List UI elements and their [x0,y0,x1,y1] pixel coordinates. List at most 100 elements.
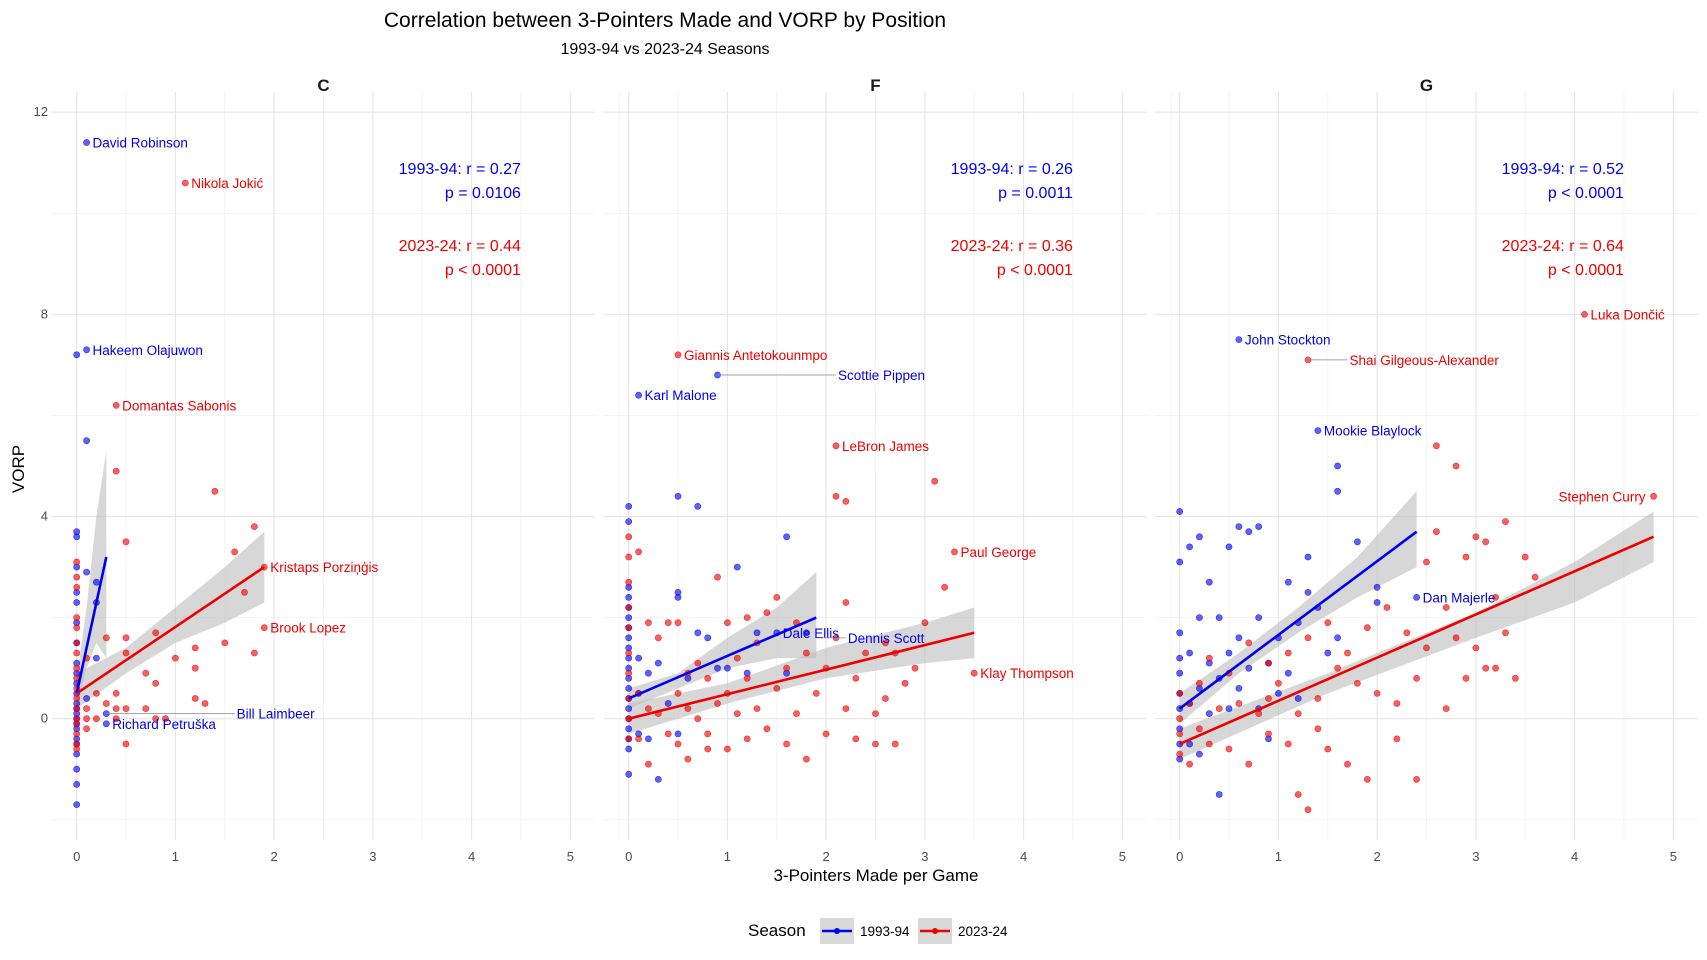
data-point [171,654,179,662]
data-point [1205,578,1213,586]
data-point [1512,674,1519,682]
data-point [1442,604,1450,611]
data-point [803,649,810,657]
data-point [970,669,978,677]
legend-key-point [834,928,840,934]
x-tick-label: 2 [271,849,278,864]
data-point [1265,659,1272,667]
data-point [1304,806,1312,814]
data-point [73,664,81,672]
data-point [664,700,672,707]
data-point [73,720,81,728]
panel-g: 0 1 2 3 4 5 G John Stockton Mookie Blaylock Dan M… [1155,76,1698,864]
data-point [1205,740,1213,748]
data-point [1215,791,1223,798]
data-point [1650,492,1657,500]
data-point [122,634,130,642]
data-point [250,649,258,657]
legend-key-point [932,928,938,934]
data-point [1502,518,1509,525]
data-point [73,558,81,566]
data-point [743,614,751,621]
data-point [852,674,860,682]
data-point [625,604,633,611]
correlation-r-text: 2023-24: r = 0.36 [951,238,1073,255]
y-axis-label: VORP [9,445,28,493]
data-point [714,573,721,581]
data-point [191,644,199,652]
data-point [122,740,130,748]
data-point [1205,710,1213,717]
data-point [674,730,682,738]
data-point [1581,310,1588,318]
data-point [882,695,889,702]
data-point [1196,614,1203,621]
data-point [704,745,712,753]
data-point [625,669,633,677]
data-point [684,705,692,712]
y-tick-label: 4 [41,509,48,524]
data-point [1373,690,1381,697]
data-point [763,609,771,616]
data-point [733,654,741,662]
data-point [882,639,889,647]
data-point [1294,695,1302,702]
data-point [1265,695,1272,702]
data-point [862,649,869,657]
data-point [1472,533,1480,541]
data-point [704,634,712,642]
data-point [1314,695,1322,702]
player-label: Giannis Antetokounmpo [684,348,827,363]
data-point [1225,705,1233,712]
data-point [1176,558,1184,566]
data-point [112,467,120,475]
player-label: Kristaps Porziņģis [270,560,378,575]
correlation-r-text: 1993-94: r = 0.26 [951,161,1073,178]
data-point [625,745,633,753]
data-point [724,745,731,753]
correlation-r-text: 1993-94: r = 0.52 [1502,161,1624,178]
data-point [93,578,100,586]
data-point [83,705,90,712]
data-point [1225,745,1233,753]
data-point [694,629,702,637]
player-label: Mookie Blaylock [1324,424,1422,439]
data-point [625,634,633,642]
data-point [1314,725,1322,733]
data-point [1354,679,1361,687]
data-point [1452,462,1460,470]
data-point [654,634,662,642]
data-point [1294,791,1302,798]
data-point [625,649,633,657]
data-point [152,629,160,637]
data-point [1245,664,1253,672]
data-point [1334,462,1341,470]
correlation-r-text: 2023-24: r = 0.44 [399,238,521,255]
data-point [73,639,81,647]
data-point [1186,760,1193,768]
data-point [1265,730,1272,738]
data-point [812,690,820,697]
legend-label: 2023-24 [958,924,1008,939]
data-point [1176,629,1184,637]
data-point [822,730,830,738]
data-point [832,492,840,500]
data-point [654,659,662,667]
player-label: Scottie Pippen [838,368,925,383]
data-point [1176,730,1184,738]
data-point [73,649,81,657]
x-tick-label: 5 [567,849,574,864]
data-point [73,730,81,738]
data-point [1176,508,1184,515]
data-point [181,179,189,187]
data-point [625,533,633,541]
correlation-p-text: p = 0.0011 [998,185,1073,202]
data-point [625,770,633,778]
data-point [122,538,130,546]
data-point [664,730,672,738]
x-tick-label: 1 [724,849,731,864]
data-point [102,634,110,642]
data-point [684,755,692,763]
